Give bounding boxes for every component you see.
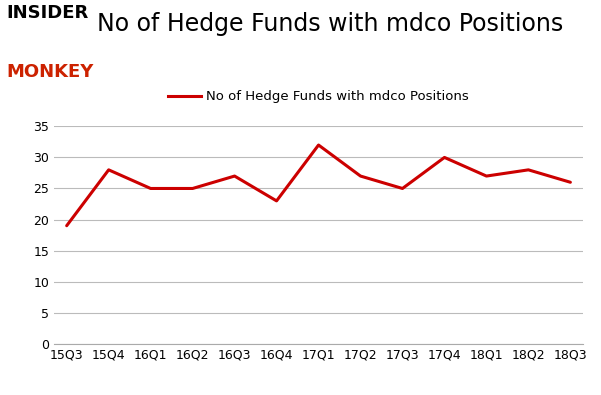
Legend: No of Hedge Funds with mdco Positions: No of Hedge Funds with mdco Positions	[163, 85, 474, 109]
Text: No of Hedge Funds with mdco Positions: No of Hedge Funds with mdco Positions	[97, 12, 564, 36]
Text: INSIDER: INSIDER	[6, 4, 88, 22]
Text: MONKEY: MONKEY	[6, 63, 93, 81]
